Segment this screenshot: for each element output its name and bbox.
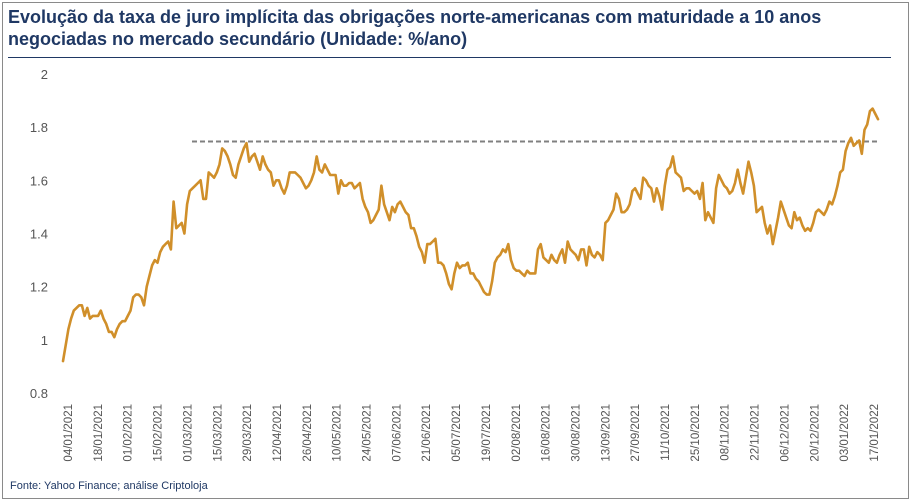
x-tick-label: 25/10/2021 xyxy=(690,404,702,462)
y-tick-label: 1.8 xyxy=(30,120,48,135)
yield-series-line xyxy=(61,107,880,363)
y-tick-label: 1.6 xyxy=(30,173,48,188)
x-tick-label: 01/03/2021 xyxy=(182,404,194,462)
x-tick-label: 04/01/2021 xyxy=(63,404,75,462)
x-tick-label: 10/05/2021 xyxy=(332,404,344,462)
title-divider xyxy=(8,57,891,58)
x-tick-label: 26/04/2021 xyxy=(302,404,314,462)
x-tick-label: 08/11/2021 xyxy=(720,404,732,461)
chart-title: Evolução da taxa de juro implícita das o… xyxy=(8,7,822,49)
x-tick-label: 15/02/2021 xyxy=(153,404,165,462)
source-note: Fonte: Yahoo Finance; análise Criptoloja xyxy=(10,480,208,492)
x-tick-label: 21/06/2021 xyxy=(421,404,433,462)
x-tick-label: 17/01/2022 xyxy=(869,404,881,462)
y-tick-label: 1.4 xyxy=(30,227,48,242)
x-tick-label: 27/09/2021 xyxy=(630,404,642,462)
x-tick-label: 29/03/2021 xyxy=(242,404,254,462)
y-tick-label: 0.8 xyxy=(30,386,48,401)
x-tick-label: 07/06/2021 xyxy=(391,404,403,462)
x-tick-label: 02/08/2021 xyxy=(511,404,523,462)
x-tick-label: 16/08/2021 xyxy=(541,404,553,462)
x-tick-label: 05/07/2021 xyxy=(451,404,463,462)
x-tick-label: 24/05/2021 xyxy=(362,404,374,462)
x-tick-label: 20/12/2021 xyxy=(809,404,821,462)
x-tick-label: 22/11/2021 xyxy=(750,404,762,461)
y-tick-label: 1.2 xyxy=(30,280,48,295)
x-tick-label: 19/07/2021 xyxy=(481,404,493,462)
y-tick-label: 2 xyxy=(41,67,48,82)
x-tick-label: 01/02/2021 xyxy=(123,404,135,462)
x-tick-label: 13/09/2021 xyxy=(600,404,612,462)
x-tick-label: 15/03/2021 xyxy=(212,404,224,462)
x-tick-label: 12/04/2021 xyxy=(272,404,284,462)
x-tick-label: 03/01/2022 xyxy=(839,404,851,462)
x-tick-label: 30/08/2021 xyxy=(570,404,582,462)
y-tick-label: 1 xyxy=(41,333,48,348)
x-tick-label: 11/10/2021 xyxy=(660,404,672,461)
x-tick-label: 06/12/2021 xyxy=(779,404,791,462)
x-tick-label: 18/01/2021 xyxy=(93,404,105,462)
